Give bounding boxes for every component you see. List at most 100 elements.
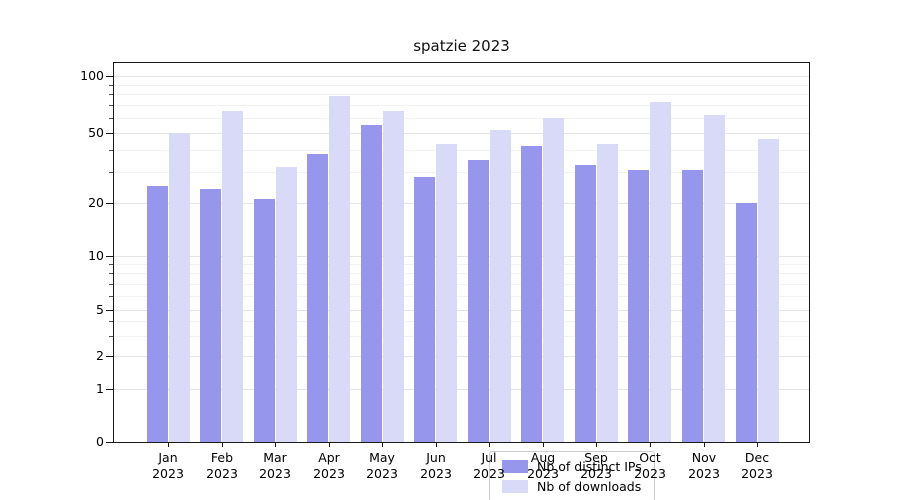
plot-area: Nb of distinct IPs Nb of downloads [113,62,810,500]
bar-downloads [169,133,190,442]
bar-downloads [383,111,404,442]
x-tick-label-year: 2023 [634,466,666,481]
x-tick-label-year: 2023 [688,466,720,481]
y-tick-label: 100 [80,68,104,83]
y-minor-tick-mark [109,264,113,265]
y-minor-tick-mark [109,150,113,151]
bar-downloads [704,115,725,442]
x-tick-mark [543,443,544,447]
x-tick-label-year: 2023 [366,466,398,481]
x-tick-label-month: Jun [426,450,446,465]
x-tick-label-year: 2023 [473,466,505,481]
legend-label-downloads: Nb of downloads [537,479,642,494]
x-tick-mark [650,443,651,447]
bar-distinct-ips [682,170,703,442]
x-tick-label: Jul 2023 [457,450,521,482]
x-tick-label: Feb 2023 [190,450,254,482]
x-tick-label: Jun 2023 [404,450,468,482]
y-minor-tick-mark [109,336,113,337]
x-tick-label-year: 2023 [259,466,291,481]
gridline-major [114,356,809,357]
x-tick-mark [222,443,223,447]
x-tick-mark [168,443,169,447]
gridline-minor [114,172,809,173]
y-tick-label: 20 [88,195,104,210]
gridline-minor [114,336,809,337]
bar-downloads [490,130,511,442]
x-tick-label-year: 2023 [527,466,559,481]
gridline-minor [114,105,809,106]
x-tick-label-year: 2023 [741,466,773,481]
bar-distinct-ips [414,177,435,442]
x-tick-label: Oct 2023 [618,450,682,482]
legend: Nb of distinct IPs Nb of downloads [489,451,655,500]
y-minor-tick-mark [109,85,113,86]
gridline-major [114,203,809,204]
gridline-major [114,133,809,134]
gridline-major [114,76,809,77]
gridline-minor [114,273,809,274]
y-tick-mark [106,133,113,134]
bars-layer [114,63,809,442]
bar-distinct-ips [468,160,489,442]
x-tick-label: Apr 2023 [297,450,361,482]
bar-downloads [758,139,779,442]
bar-downloads [329,96,350,442]
y-tick-mark [106,203,113,204]
y-tick-label: 5 [96,302,104,317]
y-tick-mark [106,256,113,257]
x-tick-label-month: Apr [318,450,340,465]
gridline-minor [114,118,809,119]
x-tick-label-year: 2023 [313,466,345,481]
x-tick-label-month: Nov [691,450,717,465]
x-tick-label: Dec 2023 [725,450,789,482]
x-tick-mark [275,443,276,447]
x-tick-label-month: Mar [263,450,287,465]
y-minor-tick-mark [109,296,113,297]
bar-distinct-ips [575,165,596,442]
x-tick-label-month: Jul [481,450,497,465]
y-minor-tick-mark [109,105,113,106]
x-tick-mark [436,443,437,447]
gridline-minor [114,85,809,86]
y-minor-tick-mark [109,284,113,285]
y-minor-tick-mark [109,94,113,95]
x-tick-label-month: Aug [530,450,556,465]
y-tick-label: 1 [96,381,104,396]
x-tick-mark [704,443,705,447]
x-tick-label-month: May [369,450,395,465]
gridline-major [114,389,809,390]
x-tick-label-month: Dec [744,450,770,465]
x-tick-mark [596,443,597,447]
x-tick-label: Mar 2023 [243,450,307,482]
bar-downloads [543,118,564,442]
chart-title: spatzie 2023 [413,37,510,55]
y-tick-mark [106,76,113,77]
y-tick-mark [106,310,113,311]
bar-distinct-ips [361,125,382,442]
x-tick-label: Nov 2023 [672,450,736,482]
gridline-minor [114,150,809,151]
bar-downloads [222,111,243,442]
x-tick-mark [757,443,758,447]
bar-distinct-ips [521,146,542,442]
legend-item-distinct-ips: Nb of distinct IPs [502,459,642,474]
x-tick-label-year: 2023 [420,466,452,481]
gridline-major [114,310,809,311]
bar-downloads [276,167,297,442]
y-tick-label: 2 [96,348,104,363]
y-minor-tick-mark [109,321,113,322]
gridline-minor [114,284,809,285]
y-tick-label: 0 [96,434,104,449]
x-tick-label-month: Sep [584,450,608,465]
gridlines-layer [114,63,809,442]
legend-swatch-downloads [502,480,528,493]
y-minor-tick-mark [109,273,113,274]
y-tick-mark [106,389,113,390]
x-tick-label: Sep 2023 [564,450,628,482]
x-tick-mark [329,443,330,447]
bar-downloads [597,144,618,442]
bar-downloads [436,144,457,442]
gridline-minor [114,296,809,297]
bar-distinct-ips [200,189,221,442]
